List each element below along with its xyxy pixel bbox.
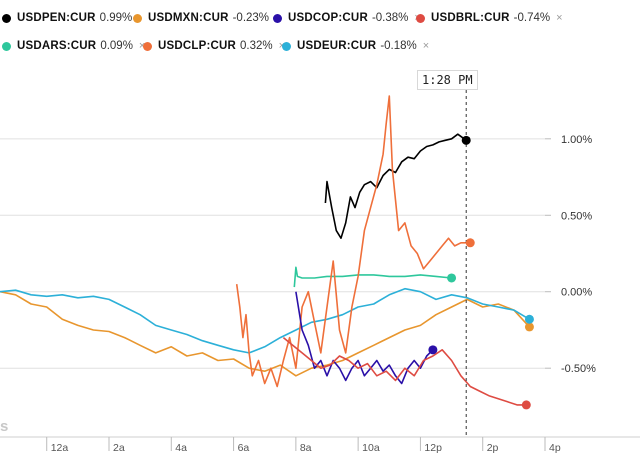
x-tick-label: 10a xyxy=(362,442,380,454)
x-tick-label: 4a xyxy=(175,442,187,454)
legend-change: 0.99% xyxy=(99,12,133,24)
series-end-marker-usdmxn xyxy=(524,322,534,332)
legend-change: -0.38% xyxy=(371,12,409,24)
legend-color-dot xyxy=(133,13,142,23)
legend-change: 0.32% xyxy=(240,40,273,52)
legend-color-dot xyxy=(416,13,425,23)
series-endpoints xyxy=(428,135,534,410)
y-tick-label: 1.00% xyxy=(561,134,592,146)
legend-item-usdcop[interactable]: USDCOP:CUR-0.38%× xyxy=(273,12,421,24)
series-line-usdmxn[interactable] xyxy=(0,290,530,377)
x-tick-label: 12p xyxy=(424,442,442,454)
remove-series-icon[interactable]: × xyxy=(422,40,430,52)
remove-series-icon[interactable]: × xyxy=(556,12,563,24)
legend-ticker: USDBRL:CUR xyxy=(431,12,510,24)
series-end-marker-usdars xyxy=(447,273,457,283)
legend-item-usdmxn[interactable]: USDMXN:CUR-0.23%× xyxy=(133,12,281,24)
legend: USDPEN:CUR0.99%USDMXN:CUR-0.23%×USDCOP:C… xyxy=(0,0,640,62)
series-end-marker-usdbrl xyxy=(521,400,531,410)
watermark: s xyxy=(0,418,9,435)
series-line-usdclp[interactable] xyxy=(235,95,471,388)
legend-ticker: USDARS:CUR xyxy=(17,40,97,52)
legend-color-dot xyxy=(2,13,11,23)
legend-change: 0.09% xyxy=(100,40,133,52)
series-line-usdpen[interactable] xyxy=(324,133,467,239)
legend-ticker: USDEUR:CUR xyxy=(297,40,377,52)
line-chart[interactable]: 1.00% 0.50% 0.00% -0.50% 12a 2a 4a 6a 8a 10a 12p 2… xyxy=(0,62,640,465)
series-end-marker-usdeur xyxy=(524,314,534,324)
legend-color-dot xyxy=(143,41,152,51)
series-line-usdbrl[interactable] xyxy=(282,336,527,406)
x-tick-label: 6a xyxy=(238,442,250,454)
legend-color-dot xyxy=(273,13,282,23)
legend-item-usdbrl[interactable]: USDBRL:CUR -0.74% × xyxy=(416,12,563,24)
x-axis: 12a 2a 4a 6a 8a 10a 12p 2p 4p xyxy=(0,436,640,454)
series-line-usdcop[interactable] xyxy=(295,291,434,385)
legend-ticker: USDCLP:CUR xyxy=(158,40,237,52)
legend-item-usdpen[interactable]: USDPEN:CUR 0.99% xyxy=(2,12,132,24)
legend-change: -0.74% xyxy=(513,12,551,24)
y-tick-label: -0.50% xyxy=(561,363,596,375)
x-tick-label: 4p xyxy=(549,442,561,454)
gridlines xyxy=(0,138,545,369)
x-tick-label: 2p xyxy=(487,442,499,454)
series-end-marker-usdpen xyxy=(461,135,471,145)
series-line-usdars[interactable] xyxy=(293,266,452,288)
legend-item-usdeur[interactable]: USDEUR:CUR -0.18% × xyxy=(282,40,429,52)
legend-ticker: USDPEN:CUR xyxy=(17,12,96,24)
x-tick-label: 8a xyxy=(300,442,312,454)
legend-change: -0.18% xyxy=(380,40,417,52)
legend-color-dot xyxy=(282,41,291,51)
legend-color-dot xyxy=(2,41,11,51)
y-tick-label: 0.00% xyxy=(561,287,592,299)
legend-ticker: USDMXN:CUR xyxy=(148,12,229,24)
legend-ticker: USDCOP:CUR xyxy=(288,12,368,24)
legend-change: -0.23% xyxy=(232,12,270,24)
remove-series-icon[interactable]: × xyxy=(139,40,145,52)
series-end-marker-usdcop xyxy=(428,345,438,355)
x-tick-label: 12a xyxy=(51,442,69,454)
x-tick-label: 2a xyxy=(113,442,125,454)
y-axis: 1.00% 0.50% 0.00% -0.50% xyxy=(545,134,596,375)
y-tick-label: 0.50% xyxy=(561,210,592,222)
series-line-usdeur[interactable] xyxy=(0,287,530,354)
series-lines xyxy=(0,95,530,406)
time-tooltip: 1:28 PM xyxy=(417,70,478,90)
series-end-marker-usdclp xyxy=(465,238,475,248)
remove-series-icon[interactable]: × xyxy=(279,40,285,52)
